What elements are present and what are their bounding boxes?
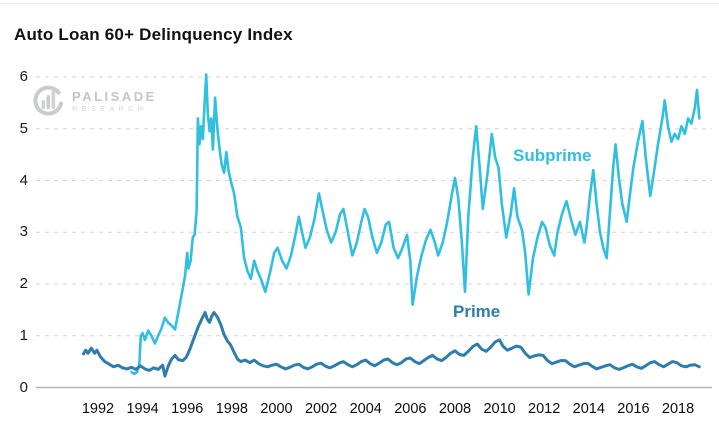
x-tick-label: 2002 [304,401,338,417]
y-tick-label: 4 [19,171,28,189]
chart-title: Auto Loan 60+ Delinquency Index [14,25,293,44]
x-tick-label: 1996 [171,401,204,417]
series-label-subprime: Subprime [513,146,592,165]
x-tick-label: 2018 [661,401,695,417]
x-tick-label: 2014 [572,401,605,417]
y-tick-label: 3 [19,223,28,241]
x-tick-label: 1992 [81,401,115,417]
x-tick-label: 2008 [438,401,472,417]
series-line-prime [82,311,701,378]
x-tick-label: 2016 [617,401,650,417]
x-tick-label: 1998 [215,401,248,417]
x-tick-label: 1994 [126,401,159,417]
y-tick-label: 5 [19,119,28,137]
watermark-text: PALISADE RESEARCH [72,90,157,114]
series-label-prime: Prime [453,302,501,321]
y-tick-label: 0 [19,378,28,396]
y-tick-label: 1 [19,326,28,344]
watermark: PALISADE RESEARCH [30,84,157,120]
watermark-palisade: PALISADE [72,89,157,104]
series-line-subprime [130,73,701,376]
watermark-research: RESEARCH [72,104,148,113]
x-tick-label: 2004 [349,401,382,417]
top-divider [0,3,719,4]
x-tick-label: 2012 [528,401,561,417]
y-tick-label: 2 [19,275,28,292]
palisade-logo-icon [33,85,63,116]
y-tick-label: 6 [19,68,28,85]
x-tick-label: 2006 [394,401,427,417]
x-tick-label: 2010 [483,401,516,417]
x-tick-label: 2000 [260,401,293,417]
